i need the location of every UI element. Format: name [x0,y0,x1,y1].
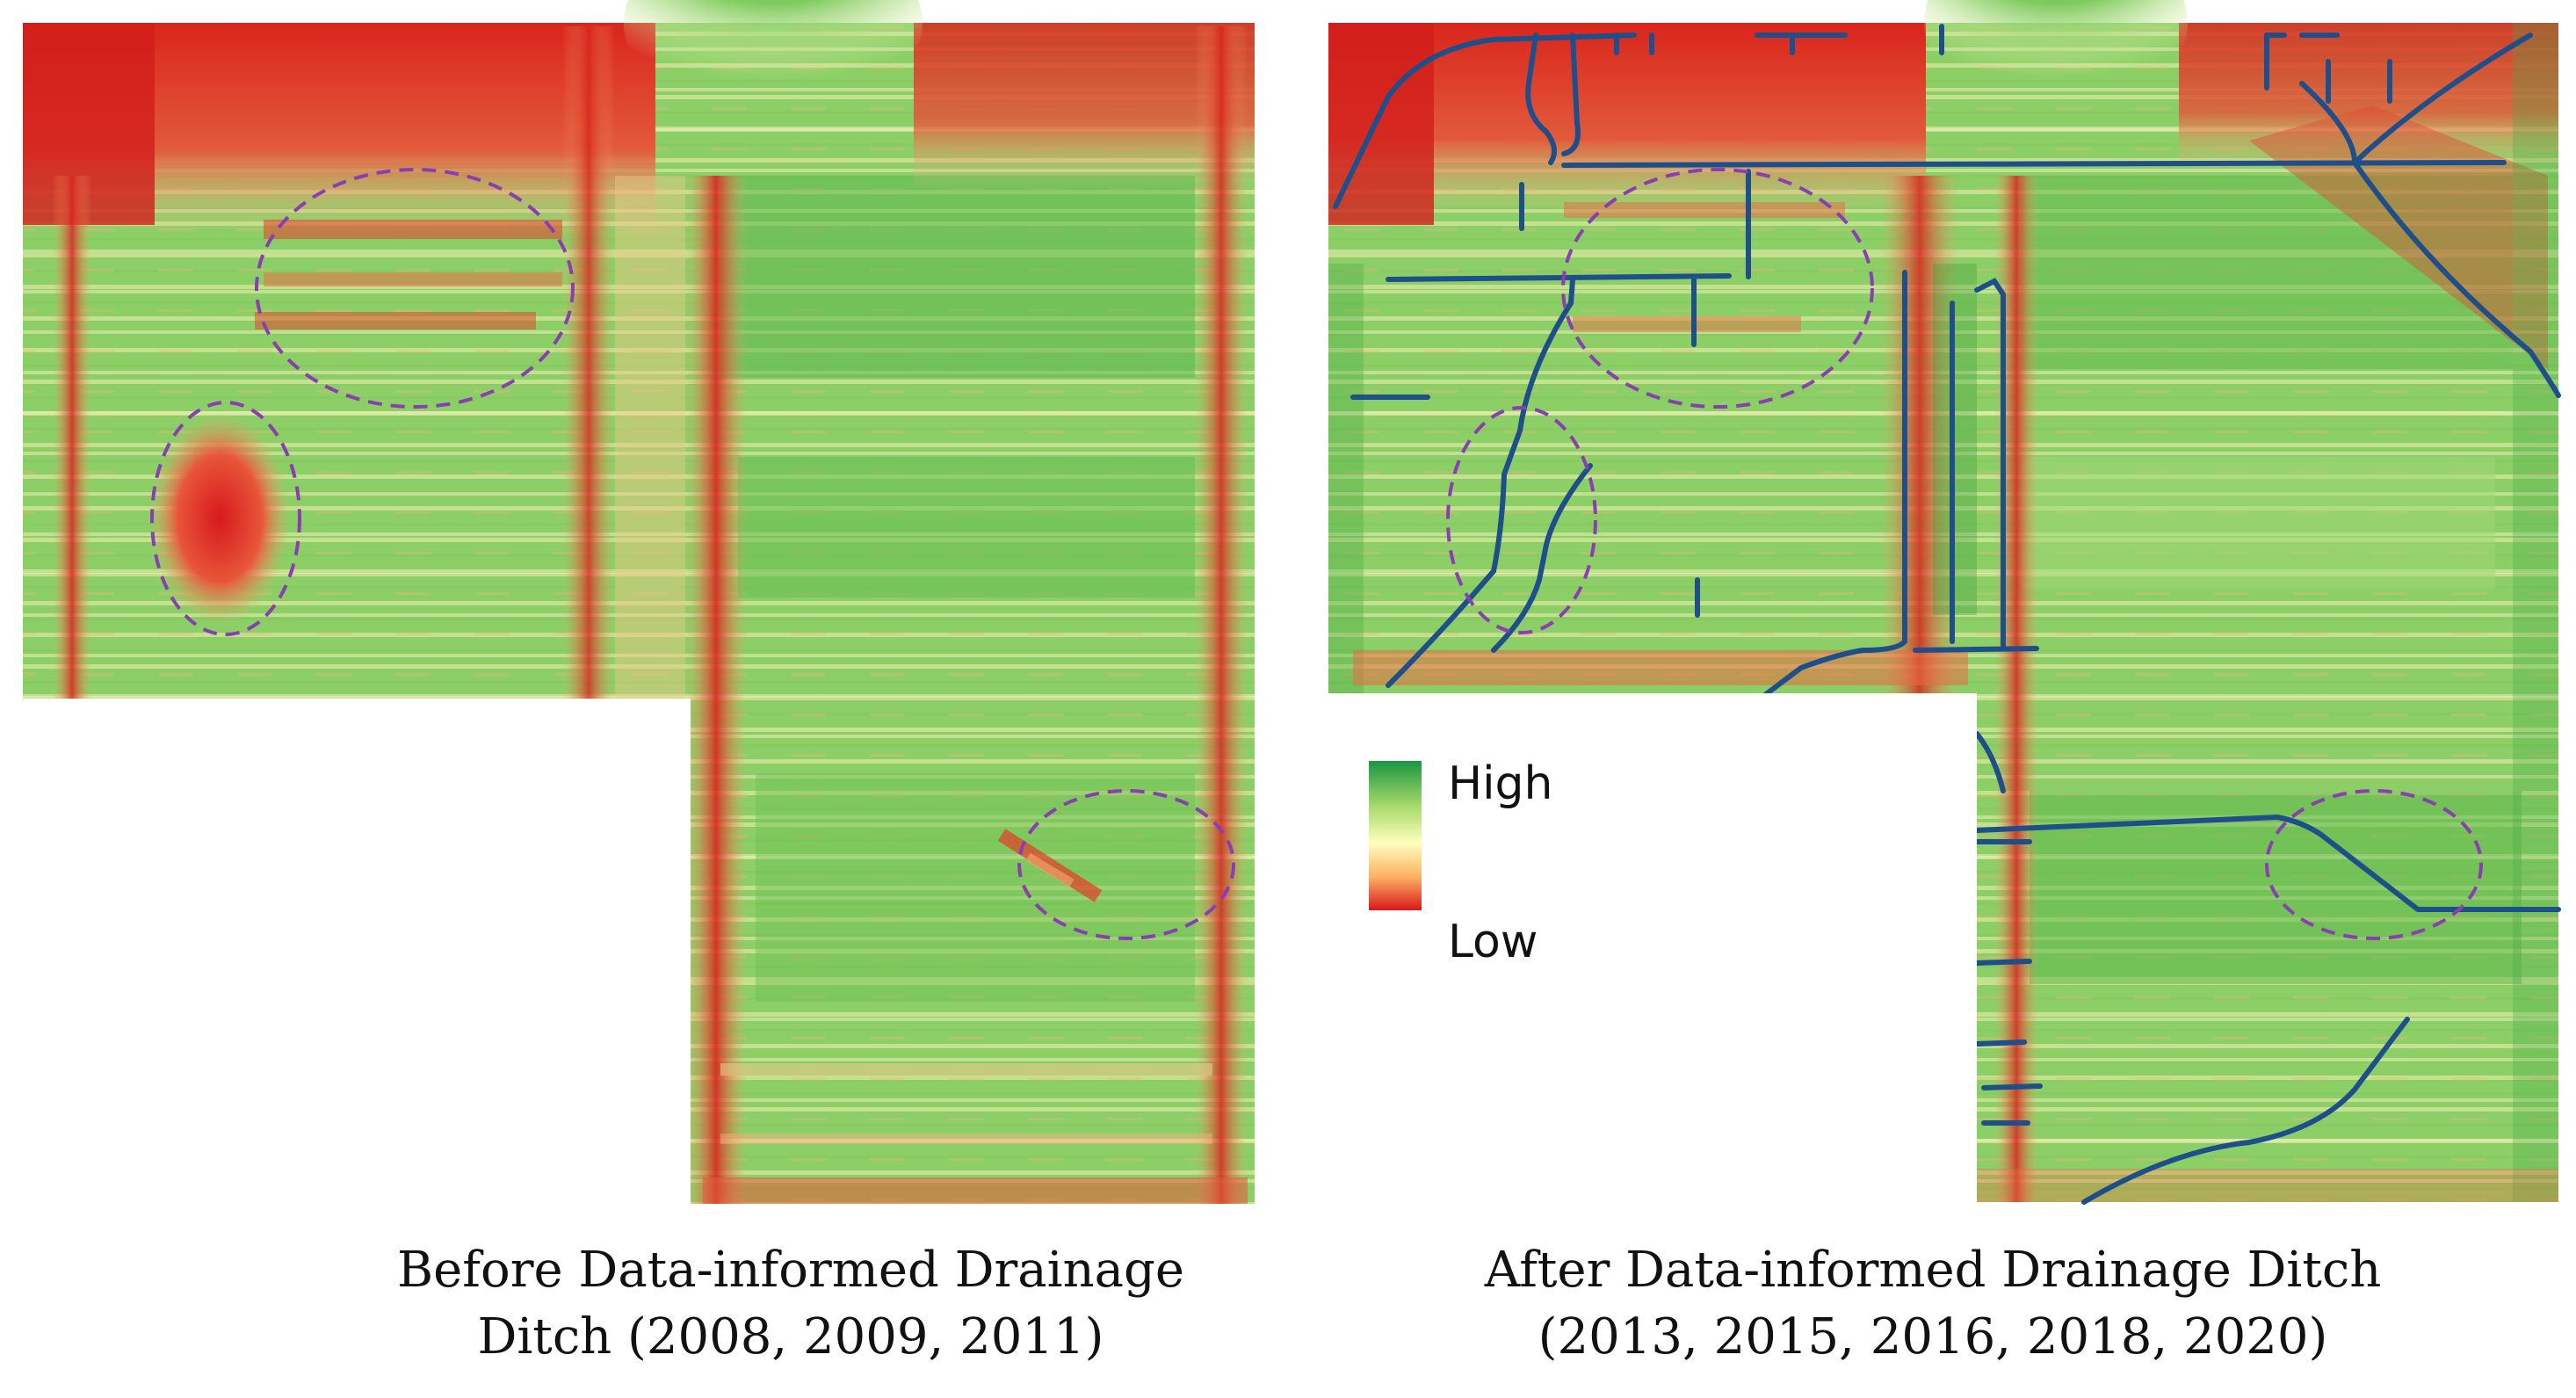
ellipse-after-top [1561,168,1874,409]
ellipse-after-left [1446,406,1597,634]
ditch [1333,33,1637,209]
caption-after-line1: After Data-informed Drainage Ditch [1484,1242,2382,1299]
ditch [1974,278,2006,648]
ditch [1974,959,2032,966]
ditch [2352,160,2561,398]
ditch [1386,273,1732,282]
ditch [2081,1017,2410,1205]
map-before [23,0,1255,1204]
ditch [2299,81,2357,165]
ditch [2352,33,2533,165]
ellipse-before-left [150,401,301,636]
caption-after: After Data-informed Drainage Ditch (2013… [1371,1237,2495,1371]
ditch [1981,1083,2043,1090]
ditch [1491,463,1593,653]
legend-low-label: Low [1448,916,1538,968]
ditch [1386,277,1575,688]
caption-before-line1: Before Data-informed Drainage [396,1242,1185,1299]
ditch [1913,646,2039,653]
ditch [1974,731,2006,793]
ellipse-before-lower [1017,789,1235,940]
ditch [1763,270,1907,697]
caption-before-line2: Ditch (2008, 2009, 2011) [477,1308,1104,1365]
ditch [1974,1039,2027,1047]
legend-high-label: High [1448,757,1553,810]
ellipse-after-lower [2265,789,2483,940]
ellipses-after [1446,168,2483,940]
ditch [1561,33,1581,156]
ditch [1525,33,1557,165]
ellipses-before [150,168,1235,940]
ditch [1974,814,2561,912]
map-after [1328,0,2558,1202]
legend [1369,761,1422,910]
drainage-ditches [1333,24,2561,1205]
legend-color-ramp [1369,761,1422,910]
ditch [1561,160,2507,168]
ellipse-before-top [255,168,575,409]
caption-before: Before Data-informed Drainage Ditch (200… [316,1237,1265,1371]
caption-after-line2: (2013, 2015, 2016, 2018, 2020) [1538,1308,2328,1365]
